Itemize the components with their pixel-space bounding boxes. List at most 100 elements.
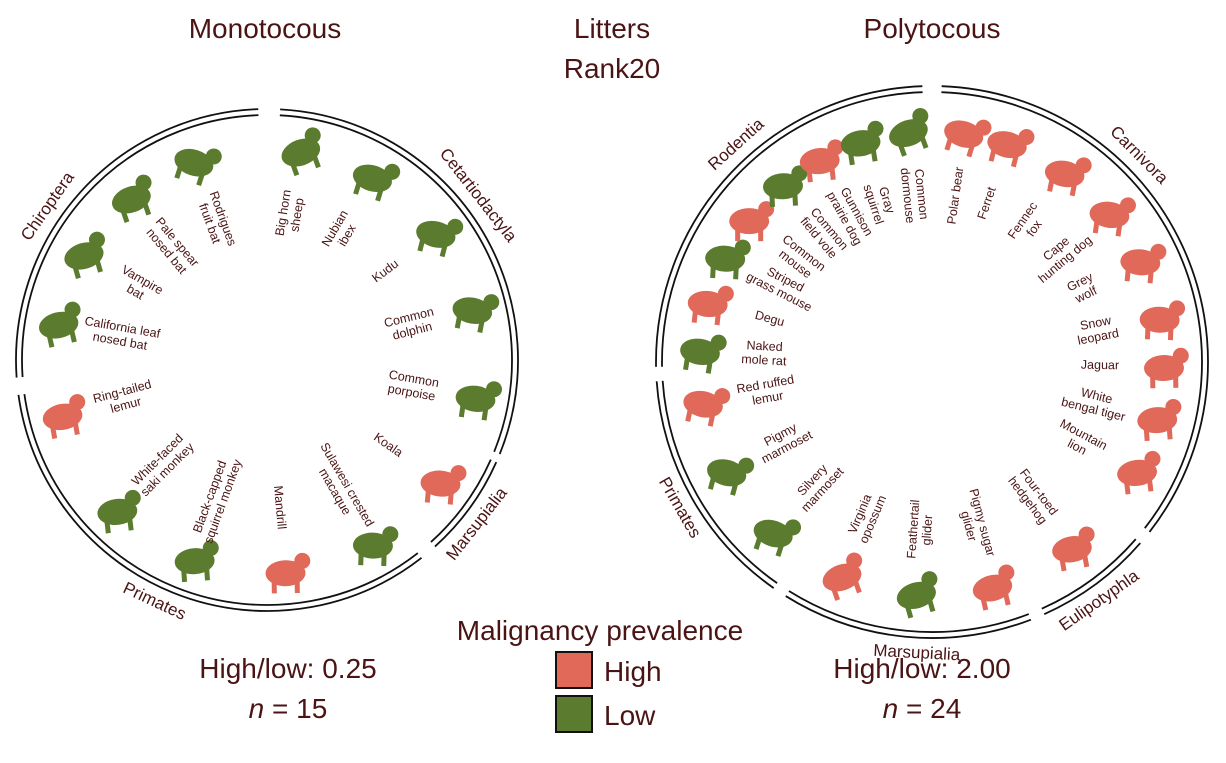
animal-icon	[38, 301, 81, 348]
icon-leg	[707, 475, 717, 490]
label-line: Feathertail	[904, 499, 922, 559]
icon-leg	[1123, 479, 1131, 495]
icon-leg	[705, 359, 713, 374]
animal-icon	[889, 108, 929, 157]
icon-leg	[1069, 181, 1078, 197]
label-line: glider	[919, 514, 935, 545]
group-arc	[655, 381, 775, 589]
icon-body	[1089, 201, 1130, 229]
icon-leg	[691, 308, 699, 323]
label-line: Degu	[753, 308, 786, 329]
icon-head	[710, 334, 727, 351]
icon-head	[384, 163, 401, 180]
panel-title: Polytocous	[864, 13, 1001, 44]
animal-label: California leafnosed bat	[81, 314, 162, 355]
icon-head	[785, 519, 802, 536]
icon-head	[447, 218, 464, 235]
stat-ratio: High/low: 2.00	[833, 653, 1010, 684]
icon-leg	[454, 313, 463, 329]
animal-label: Commondolphin	[383, 304, 439, 343]
icon-leg	[685, 407, 694, 422]
animal-label: Pigmymarmoset	[753, 415, 816, 466]
icon-head	[202, 540, 219, 557]
icon-leg	[1173, 373, 1179, 388]
icon-leg	[829, 165, 836, 181]
n-value: = 24	[898, 693, 961, 724]
icon-leg	[1115, 222, 1123, 237]
animal-label: Pigmy sugarglider	[953, 487, 998, 561]
icon-body	[987, 131, 1027, 159]
group-arc	[279, 114, 513, 453]
group-arc	[785, 595, 1032, 639]
group-label: Carnivora	[1106, 122, 1172, 188]
icon-head	[1150, 243, 1167, 260]
label-line: Snow	[1079, 313, 1113, 333]
icon-head	[846, 552, 863, 569]
panel-title: Monotocous	[189, 13, 342, 44]
icon-leg	[104, 518, 111, 534]
icon-head	[734, 239, 751, 256]
icon-head	[64, 301, 81, 318]
icon-leg	[72, 264, 81, 280]
animal-icon	[729, 201, 775, 242]
icon-body	[972, 574, 1013, 602]
animal-icon	[174, 148, 222, 187]
group-arc	[661, 380, 778, 584]
icon-head	[912, 108, 929, 125]
animal-icon	[896, 571, 938, 619]
animal-icon	[281, 127, 321, 177]
animal-icon	[762, 165, 808, 207]
animal-icon	[972, 564, 1015, 611]
label-line: dormouse	[898, 167, 918, 224]
icon-leg	[381, 551, 387, 567]
animal-icon	[705, 239, 751, 280]
animal-label: Red ruffedlemur	[735, 372, 797, 410]
label-line: sheep	[287, 197, 306, 233]
icon-leg	[271, 579, 277, 594]
icon-head	[69, 394, 86, 411]
label-line: Common	[912, 168, 931, 220]
animal-icon	[352, 526, 399, 567]
label-line: mole rat	[741, 352, 787, 368]
animal-label: Virginiaopossum	[844, 488, 890, 546]
icon-leg	[46, 333, 55, 348]
group-arc	[1041, 538, 1137, 610]
animal-icon	[1139, 300, 1186, 341]
animal-label: Mandrill	[271, 485, 289, 530]
icon-body	[944, 120, 984, 148]
icon-head	[714, 388, 731, 405]
animal-icon	[452, 294, 500, 333]
icon-leg	[830, 586, 841, 601]
animal-label: Nakedmole rat	[741, 338, 788, 368]
icon-leg	[753, 534, 763, 550]
icon-leg	[806, 167, 813, 183]
icon-leg	[417, 236, 426, 252]
icon-head	[717, 285, 734, 302]
icon-leg	[918, 134, 929, 149]
icon-leg	[980, 595, 989, 611]
header-title: Litters	[574, 13, 650, 44]
group-arc	[23, 393, 419, 606]
animal-label: Commondormouse	[898, 166, 932, 224]
animal-icon	[1044, 157, 1092, 197]
icon-head	[304, 127, 321, 144]
icon-leg	[775, 542, 785, 557]
icon-leg	[439, 242, 448, 258]
label-line: Polar bear	[944, 166, 966, 225]
group-arc	[430, 459, 492, 543]
legend-label: High	[604, 656, 662, 687]
icon-leg	[897, 141, 907, 157]
icon-leg	[127, 516, 134, 531]
icon-body	[64, 242, 104, 270]
icon-leg	[758, 227, 764, 242]
animal-icon	[97, 489, 141, 534]
animal-label: Pale spearnosed bat	[142, 215, 202, 279]
icon-leg	[458, 402, 466, 418]
icon-leg	[447, 490, 454, 505]
group-arc	[17, 394, 423, 612]
animal-icon	[112, 174, 152, 223]
legend-swatch	[555, 651, 593, 689]
icon-leg	[1143, 426, 1150, 442]
icon-head	[975, 119, 992, 136]
